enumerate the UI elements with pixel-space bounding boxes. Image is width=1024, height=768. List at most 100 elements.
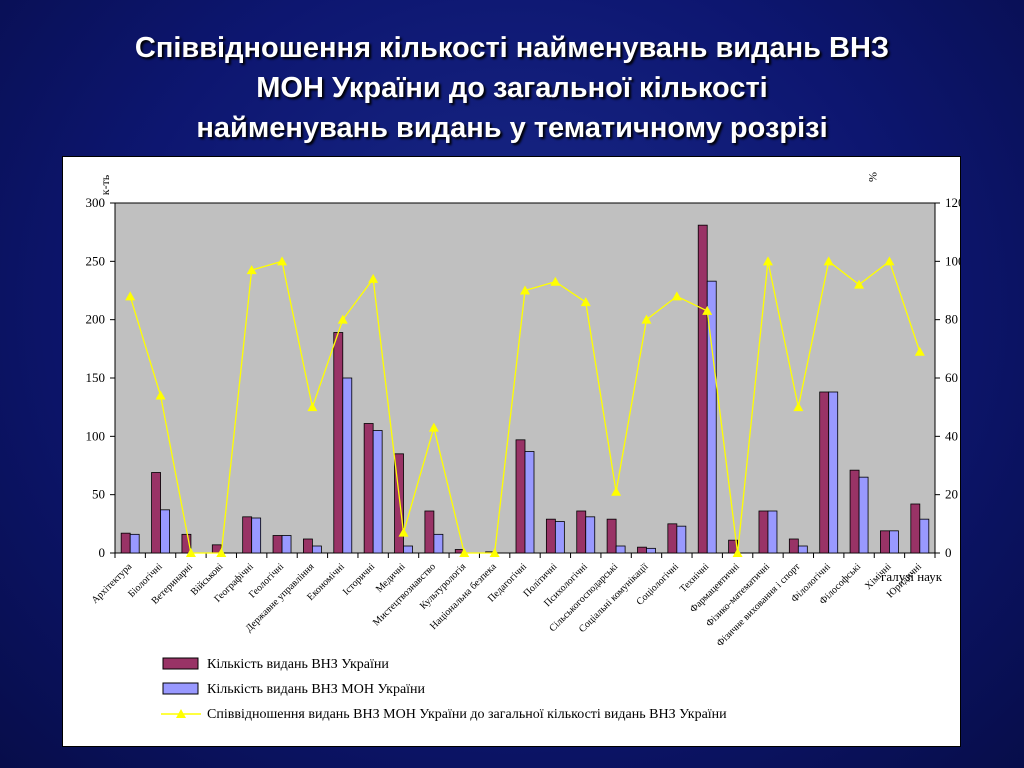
- bar-vnz-ukraine: [576, 510, 587, 554]
- ratio-marker: [520, 285, 530, 295]
- ratio-marker: [580, 297, 591, 307]
- ratio-marker: [914, 346, 925, 356]
- left-axis-tick-label: 300: [86, 195, 106, 210]
- legend-label: Кількість видань ВНЗ України: [207, 657, 389, 672]
- ratio-marker: [216, 548, 227, 557]
- bar-vnz-mon: [524, 451, 535, 554]
- ratio-marker: [641, 314, 652, 324]
- legend-label: Кількість видань ВНЗ МОН України: [207, 682, 426, 697]
- bar-vnz-mon: [433, 533, 444, 554]
- bar-vnz-ukraine: [758, 510, 769, 554]
- bar-vnz-mon: [646, 547, 656, 554]
- bar-vnz-ukraine: [910, 503, 921, 554]
- category-label: Історичні: [341, 561, 378, 598]
- ratio-marker: [732, 548, 743, 557]
- ratio-marker: [884, 256, 895, 266]
- left-axis-title: к-ть: [98, 174, 112, 195]
- bar-vnz-ukraine: [545, 518, 556, 554]
- bar-vnz-ukraine: [819, 391, 830, 554]
- right-axis-tick-label: 20: [945, 487, 958, 502]
- bar-vnz-mon: [585, 516, 596, 554]
- bar-vnz-ukraine: [363, 423, 374, 554]
- ratio-marker: [793, 402, 804, 412]
- right-axis-tick-label: 60: [945, 370, 958, 385]
- ratio-marker: [854, 279, 865, 289]
- left-axis-tick-label: 0: [99, 545, 106, 560]
- bar-vnz-mon: [554, 521, 565, 554]
- right-axis-tick-label: 80: [945, 312, 958, 327]
- bar-vnz-mon: [342, 377, 353, 554]
- bar-vnz-ukraine: [242, 516, 253, 554]
- x-axis-title: галузі наук: [881, 569, 943, 584]
- chart-svg: 0 50 100 150 200 250 300 0 20 40 60 80 100 120 к-ть% га…: [86, 172, 965, 722]
- ratio-marker: [398, 527, 409, 537]
- ratio-marker: [307, 402, 318, 412]
- ratio-marker: [155, 390, 166, 400]
- slide-title: Співвідношення кількості найменувань вид…: [0, 28, 1024, 148]
- bar-vnz-ukraine: [333, 332, 344, 554]
- ratio-marker: [489, 548, 500, 557]
- left-axis-tick-label: 100: [86, 428, 106, 443]
- right-axis-tick-label: 100: [945, 253, 960, 268]
- bar-vnz-mon: [919, 518, 930, 554]
- bar-vnz-mon: [858, 476, 869, 554]
- right-axis-tick-label: 120: [945, 195, 960, 210]
- bar-vnz-mon: [372, 430, 383, 554]
- ratio-marker: [459, 548, 470, 557]
- legend-swatch: [162, 657, 199, 670]
- bar-vnz-ukraine: [120, 532, 131, 554]
- ratio-marker: [671, 291, 682, 301]
- bar-vnz-ukraine: [151, 472, 161, 554]
- legend-marker: [176, 709, 186, 718]
- right-axis-tick-label: 0: [945, 545, 952, 560]
- legend-label: Співвідношення видань ВНЗ МОН України до…: [207, 707, 727, 722]
- bar-vnz-ukraine: [606, 518, 617, 554]
- ratio-marker: [702, 305, 713, 315]
- bar-vnz-ukraine: [728, 539, 738, 554]
- chart-frame: 0 50 100 150 200 250 300 0 20 40 60 80 100 120 к-ть% га…: [62, 156, 965, 747]
- bar-vnz-mon: [403, 545, 413, 554]
- left-axis-tick-label: 150: [86, 370, 106, 385]
- right-axis-tick-label: 40: [945, 428, 958, 443]
- ratio-marker: [550, 276, 561, 286]
- bar-vnz-ukraine: [181, 533, 192, 554]
- bar-vnz-ukraine: [880, 530, 890, 554]
- ratio-marker: [611, 486, 622, 496]
- bar-vnz-mon: [706, 280, 717, 554]
- left-axis-tick-label: 250: [86, 253, 106, 268]
- bar-vnz-ukraine: [849, 469, 860, 554]
- bar-vnz-mon: [889, 530, 899, 554]
- bar-vnz-ukraine: [424, 510, 435, 554]
- ratio-marker: [337, 314, 348, 324]
- bar-vnz-mon: [676, 525, 687, 554]
- bar-vnz-ukraine: [788, 538, 799, 554]
- ratio-marker: [762, 256, 773, 266]
- left-axis-tick-label: 200: [86, 312, 106, 327]
- bar-vnz-ukraine: [303, 538, 313, 554]
- bar-vnz-mon: [828, 391, 839, 554]
- ratio-marker: [277, 256, 288, 266]
- title-line-2: МОН України до загальної кількості: [256, 72, 768, 104]
- title-line-3: найменувань видань у тематичному розрізі: [196, 112, 828, 144]
- ratio-marker: [246, 265, 257, 275]
- bar-vnz-mon: [251, 517, 262, 554]
- ratio-marker: [185, 548, 196, 557]
- category-label: Архітектура: [90, 561, 135, 606]
- legend-swatch: [162, 682, 199, 695]
- ratio-marker: [125, 291, 136, 301]
- right-axis-title: %: [866, 172, 880, 182]
- left-axis-tick-label: 50: [92, 487, 105, 502]
- bar-vnz-mon: [160, 509, 170, 554]
- bar-vnz-ukraine: [272, 535, 283, 554]
- bar-vnz-mon: [129, 533, 140, 554]
- title-line-1: Співвідношення кількості найменувань вид…: [134, 32, 890, 64]
- bar-vnz-mon: [312, 545, 322, 554]
- bar-vnz-ukraine: [667, 523, 678, 554]
- bar-vnz-ukraine: [637, 546, 647, 554]
- bar-vnz-mon: [797, 545, 808, 554]
- bar-vnz-mon: [281, 535, 292, 554]
- bar-vnz-mon: [767, 510, 778, 554]
- bar-vnz-ukraine: [515, 439, 526, 554]
- ratio-marker: [823, 256, 834, 266]
- ratio-marker: [368, 273, 379, 283]
